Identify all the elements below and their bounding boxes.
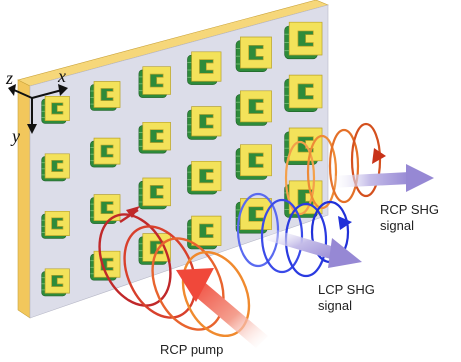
resonator-top	[288, 74, 323, 109]
resonator-top	[93, 194, 121, 221]
split-ring-resonator	[90, 250, 121, 281]
z-axis-label: z	[5, 68, 13, 88]
lcp-shg-label: LCP SHG signal	[318, 282, 378, 313]
rcp-pump-beam	[176, 268, 268, 348]
rcp-shg-label-line1: RCP SHG	[380, 202, 439, 217]
split-ring-resonator	[138, 233, 171, 265]
resonator-top	[44, 95, 70, 121]
lcp-helix-arrowhead	[338, 216, 352, 230]
pump-beam-shaft	[190, 280, 268, 348]
resonator-top	[93, 81, 121, 108]
resonator-top	[142, 66, 171, 95]
split-ring-resonator	[41, 210, 70, 239]
rcp-signal-arrowhead	[406, 164, 434, 192]
rcp-shg-label-line2: signal	[380, 218, 414, 233]
resonator-top	[44, 210, 70, 236]
pump-helix-loop	[123, 225, 197, 319]
lcp-signal-arrowhead	[328, 238, 362, 268]
split-ring-resonator	[187, 51, 222, 85]
split-ring-resonator	[284, 127, 323, 165]
pump-helix-loop	[181, 250, 251, 338]
lcp-helix-loop	[260, 198, 304, 274]
x-axis-arrowhead	[58, 84, 68, 96]
split-ring-resonator	[138, 177, 171, 210]
rcp-pump-helix	[98, 213, 251, 338]
rcp-helix-loop	[306, 134, 338, 210]
rcp-helix-loop	[328, 128, 360, 204]
split-ring-resonator	[235, 90, 272, 126]
lcp-shg-label-line2: signal	[318, 298, 352, 313]
rcp-signal-shaft	[330, 172, 410, 188]
rcp-helix-loop	[350, 122, 382, 198]
x-axis-line	[31, 89, 63, 99]
resonator-top	[240, 144, 272, 177]
split-ring-resonator	[138, 121, 171, 154]
rcp-shg-label: RCP SHG signal	[380, 202, 443, 233]
split-ring-resonator	[90, 194, 121, 224]
coordinate-axes	[8, 84, 68, 134]
resonator-top	[288, 21, 323, 56]
lcp-shg-signal-arrow	[266, 228, 362, 268]
split-ring-resonator	[284, 74, 323, 112]
split-ring-resonator	[235, 144, 272, 180]
split-ring-resonator	[235, 36, 272, 73]
split-ring-resonator	[90, 81, 121, 111]
split-ring-resonator	[90, 137, 121, 168]
lcp-shg-label-line1: LCP SHG	[318, 282, 375, 297]
z-axis-line	[13, 89, 33, 99]
resonator-top	[191, 51, 222, 82]
resonator-top	[240, 90, 272, 123]
resonator-top	[142, 233, 171, 262]
split-ring-resonator	[41, 153, 70, 182]
pump-helix-arrowhead	[126, 206, 140, 218]
rcp-shg-helix	[284, 122, 382, 216]
resonator-top	[191, 160, 222, 192]
x-axis-label: x	[57, 66, 66, 86]
split-ring-resonator	[284, 21, 323, 60]
z-axis-arrowhead	[8, 84, 16, 96]
resonator-top	[191, 106, 222, 137]
split-ring-resonator	[187, 160, 222, 195]
pump-helix-loop	[151, 237, 225, 331]
split-ring-resonator	[187, 106, 222, 140]
rcp-pump-label: RCP pump	[160, 342, 223, 357]
rcp-helix-loop	[284, 140, 316, 216]
substrate-side-edge	[17, 79, 31, 319]
resonator-top	[93, 137, 121, 165]
resonator-top	[142, 177, 171, 207]
rcp-helix-arrowhead	[372, 148, 386, 164]
split-ring-resonator	[41, 268, 70, 297]
rcp-shg-signal-arrow	[330, 164, 434, 192]
resonator-top	[142, 121, 171, 151]
resonator-top	[240, 36, 272, 69]
split-ring-resonator	[138, 66, 171, 98]
resonator-top	[44, 153, 70, 179]
split-ring-resonator	[41, 95, 70, 124]
y-axis-label: y	[10, 126, 20, 146]
y-axis-arrowhead	[27, 124, 37, 134]
lcp-helix-loop	[236, 192, 280, 268]
resonator-top	[44, 268, 70, 294]
lcp-signal-shaft	[266, 228, 338, 260]
resonator-top	[191, 215, 222, 246]
pump-beam-arrowhead	[176, 268, 214, 302]
pump-helix-loop	[98, 213, 172, 307]
